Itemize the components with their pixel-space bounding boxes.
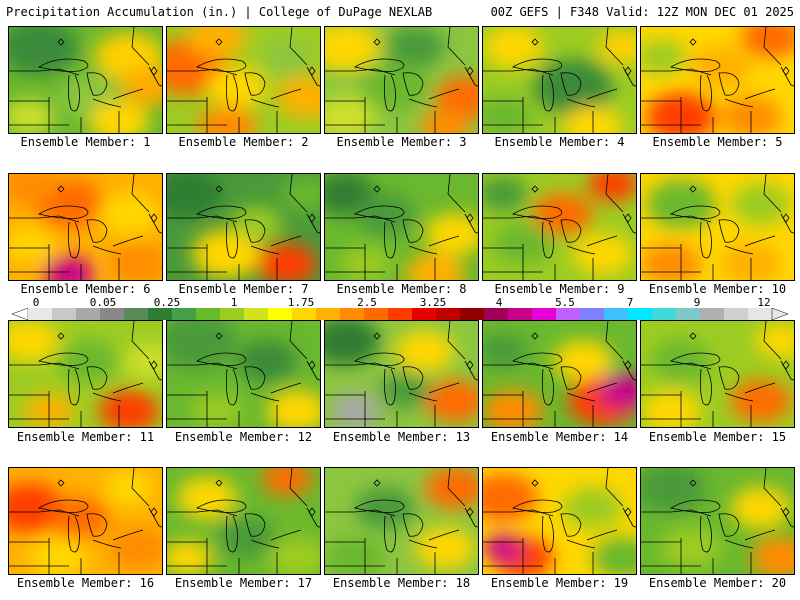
ensemble-member-label: Ensemble Member: 12 — [174, 430, 313, 444]
colorbar-segment — [436, 308, 461, 320]
ensemble-member-label: Ensemble Member: 8 — [336, 282, 467, 296]
colorbar-segment — [652, 308, 677, 320]
ensemble-map-panel — [640, 173, 795, 281]
ensemble-member-label: Ensemble Member: 20 — [648, 576, 787, 590]
chart-title: Precipitation Accumulation (in.) | Colle… — [6, 5, 433, 19]
colorbar-segment — [100, 308, 125, 320]
ensemble-member-label: Ensemble Member: 16 — [16, 576, 155, 590]
ensemble-map-panel — [8, 467, 163, 575]
ensemble-map-panel — [166, 26, 321, 134]
ensemble-member-label: Ensemble Member: 4 — [494, 135, 625, 149]
colorbar-segment — [172, 308, 197, 320]
colorbar-tick-label: 12 — [757, 296, 771, 309]
ensemble-member-label: Ensemble Member: 19 — [490, 576, 629, 590]
ensemble-map-panel — [166, 467, 321, 575]
colorbar-segment — [508, 308, 533, 320]
colorbar-tick-label: 7 — [626, 296, 634, 309]
colorbar-segment — [52, 308, 77, 320]
colorbar-segment — [460, 308, 485, 320]
ensemble-member-label: Ensemble Member: 11 — [16, 430, 155, 444]
ensemble-member-label: Ensemble Member: 6 — [20, 282, 151, 296]
ensemble-map-panel — [482, 467, 637, 575]
colorbar-tick-label: 4 — [495, 296, 503, 309]
ensemble-map-panel — [482, 173, 637, 281]
ensemble-member-label: Ensemble Member: 2 — [178, 135, 309, 149]
colorbar-segment — [268, 308, 293, 320]
colorbar-tick-label: 0.25 — [153, 296, 181, 309]
colorbar-segment — [388, 308, 413, 320]
run-info: 00Z GEFS | F348 Valid: 12Z MON DEC 01 20… — [490, 5, 794, 19]
ensemble-member-label: Ensemble Member: 7 — [178, 282, 309, 296]
ensemble-member-label: Ensemble Member: 18 — [332, 576, 471, 590]
ensemble-member-label: Ensemble Member: 5 — [652, 135, 783, 149]
colorbar-segment — [604, 308, 629, 320]
colorbar-segment — [724, 308, 749, 320]
colorbar-tick-label: 0 — [32, 296, 40, 309]
colorbar-segment — [196, 308, 221, 320]
colorbar-segment — [748, 308, 773, 320]
colorbar-tick-label: 9 — [693, 296, 701, 309]
colorbar-segment — [580, 308, 605, 320]
colorbar-segment — [628, 308, 653, 320]
colorbar-segment — [364, 308, 389, 320]
colorbar — [12, 308, 788, 320]
ensemble-map-panel — [640, 467, 795, 575]
ensemble-member-label: Ensemble Member: 3 — [336, 135, 467, 149]
colorbar-segment — [76, 308, 101, 320]
colorbar-segment — [340, 308, 365, 320]
ensemble-map-panel — [166, 320, 321, 428]
colorbar-segment — [28, 308, 53, 320]
colorbar-tick-label: 3.25 — [419, 296, 447, 309]
ensemble-map-panel — [166, 173, 321, 281]
ensemble-map-panel — [8, 320, 163, 428]
colorbar-segment — [412, 308, 437, 320]
colorbar-segment — [556, 308, 581, 320]
colorbar-max-arrow — [771, 308, 788, 320]
ensemble-map-panel — [324, 467, 479, 575]
colorbar-tick-label: 0.05 — [89, 296, 117, 309]
colorbar-tick-label: 1 — [230, 296, 238, 309]
ensemble-member-label: Ensemble Member: 10 — [648, 282, 787, 296]
ensemble-map-panel — [8, 26, 163, 134]
colorbar-min-arrow — [12, 308, 29, 320]
colorbar-tick-label: 1.75 — [287, 296, 315, 309]
ensemble-map-panel — [482, 320, 637, 428]
colorbar-segment — [292, 308, 317, 320]
ensemble-map-panel — [324, 320, 479, 428]
ensemble-map-panel — [324, 173, 479, 281]
ensemble-map-panel — [640, 320, 795, 428]
ensemble-map-panel — [324, 26, 479, 134]
colorbar-tick-label: 2.5 — [357, 296, 377, 309]
colorbar-segment — [220, 308, 245, 320]
ensemble-member-label: Ensemble Member: 17 — [174, 576, 313, 590]
colorbar-segment — [676, 308, 701, 320]
colorbar-segment — [484, 308, 509, 320]
ensemble-map-panel — [482, 26, 637, 134]
ensemble-member-label: Ensemble Member: 9 — [494, 282, 625, 296]
colorbar-segment — [124, 308, 149, 320]
ensemble-member-label: Ensemble Member: 15 — [648, 430, 787, 444]
ensemble-member-label: Ensemble Member: 13 — [332, 430, 471, 444]
ensemble-map-panel — [640, 26, 795, 134]
colorbar-segment — [316, 308, 341, 320]
colorbar-segment — [700, 308, 725, 320]
colorbar-segment — [148, 308, 173, 320]
colorbar-segment — [244, 308, 269, 320]
ensemble-member-label: Ensemble Member: 14 — [490, 430, 629, 444]
ensemble-map-panel — [8, 173, 163, 281]
colorbar-segment — [532, 308, 557, 320]
ensemble-member-label: Ensemble Member: 1 — [20, 135, 151, 149]
colorbar-tick-label: 5.5 — [555, 296, 575, 309]
